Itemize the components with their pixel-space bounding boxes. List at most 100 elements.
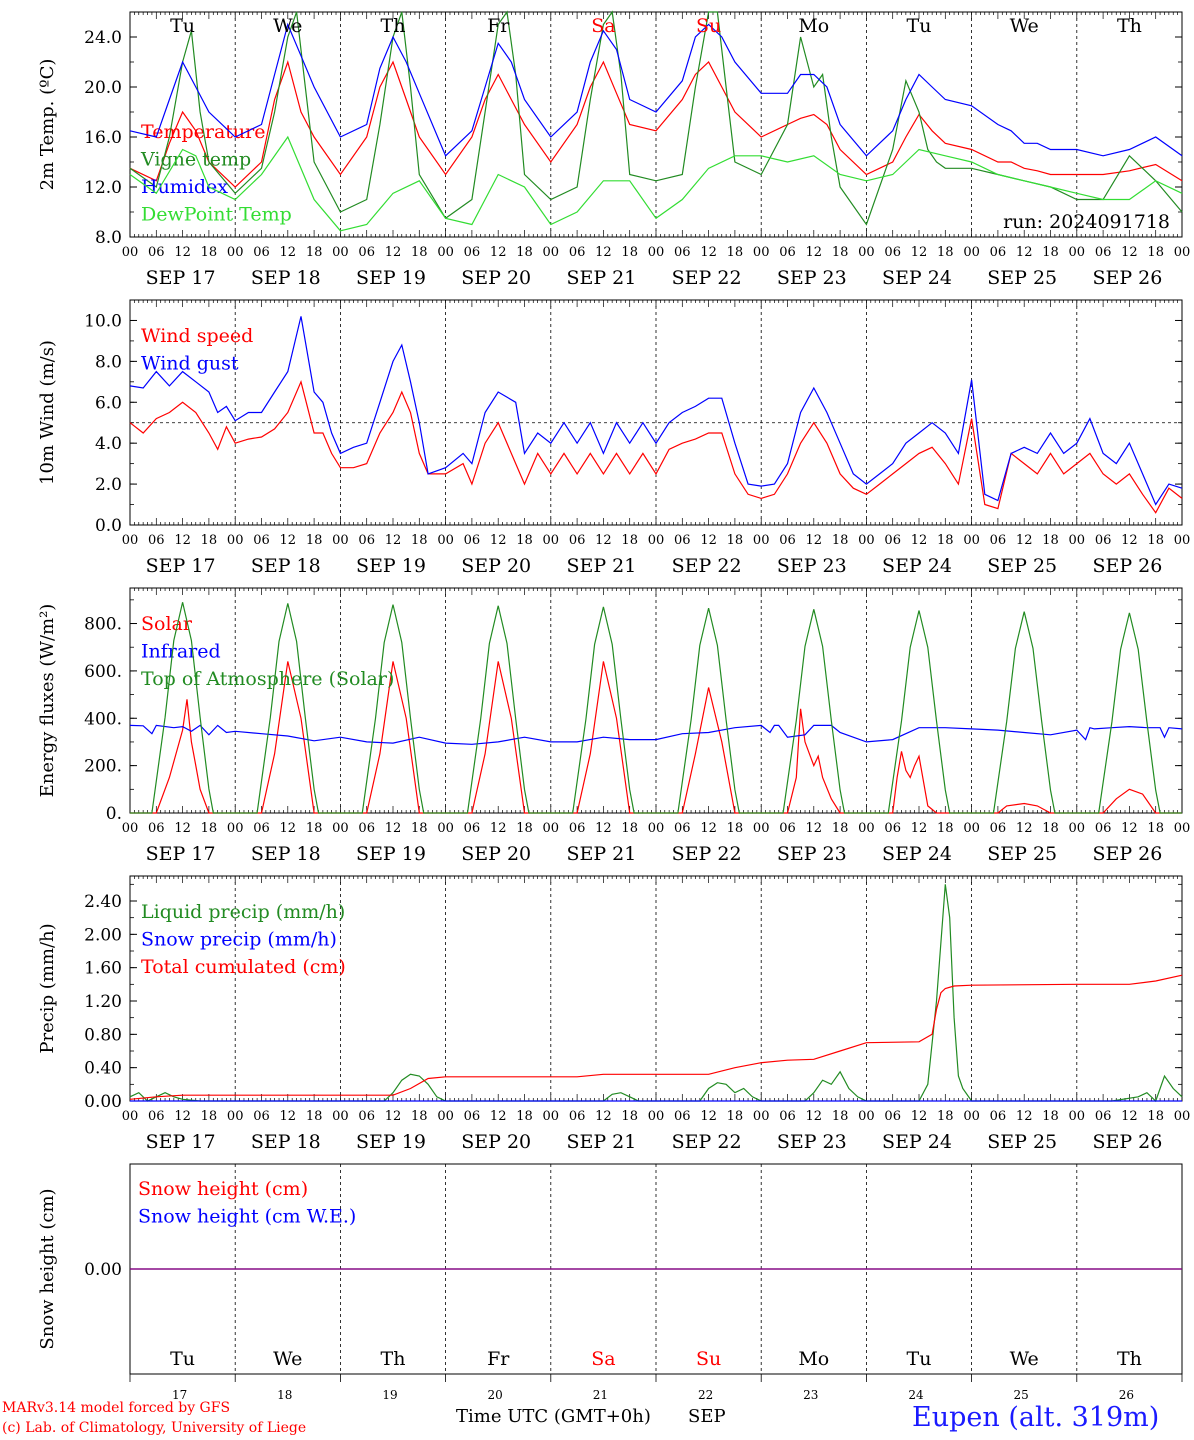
hour-label: 18	[621, 821, 638, 836]
hour-label: 00	[1069, 821, 1086, 836]
hour-label: 12	[174, 821, 191, 836]
hour-label: 06	[884, 1109, 901, 1124]
legend-entry: Snow height (cm W.E.)	[138, 1206, 356, 1228]
series-line-dewpoint-temp	[129, 135, 1183, 232]
y-tick-label: 16.0	[84, 128, 122, 148]
hour-label: 18	[621, 533, 638, 548]
hour-label: 06	[569, 245, 586, 260]
hour-label: 18	[727, 533, 744, 548]
hour-label: 12	[806, 1109, 823, 1124]
y-axis-label: 10m Wind (m/s)	[37, 340, 58, 485]
hour-label: 00	[227, 1109, 244, 1124]
panel-4: 0.00 0.40 0.80 1.20 1.60 2.00 2.40 Precip (mm/h…	[37, 875, 1190, 1153]
day-number-label: 20	[488, 1388, 503, 1402]
y-tick-label: 8.0	[95, 352, 122, 372]
hour-label: 18	[201, 245, 218, 260]
y-axis-label: Energy fluxes (W/m²)	[37, 604, 58, 798]
hour-label: 00	[122, 821, 139, 836]
panel-3: 0. 200. 400. 600. 800. Energy fluxes (W/m²) So…	[37, 587, 1190, 865]
hour-label: 06	[674, 821, 691, 836]
hour-label: 00	[753, 533, 770, 548]
hour-label: 06	[884, 245, 901, 260]
hour-label: 12	[806, 533, 823, 548]
hour-label: 18	[832, 821, 849, 836]
day-number-label: 19	[382, 1388, 397, 1402]
date-label: SEP 25	[987, 555, 1057, 577]
hour-label: 18	[832, 533, 849, 548]
legend-entry: Wind gust	[141, 353, 239, 375]
hour-label: 06	[1095, 245, 1112, 260]
series-line-vigne-temp	[129, 10, 1183, 226]
hour-label: 06	[569, 533, 586, 548]
hour-label: 12	[280, 245, 297, 260]
hour-label: 06	[569, 1109, 586, 1124]
weekday-label: Mo	[798, 1348, 829, 1370]
date-label: SEP 20	[461, 1131, 531, 1153]
y-tick-label: 0.	[106, 804, 122, 824]
hour-label: 06	[148, 1109, 165, 1124]
hour-label: 18	[1042, 245, 1059, 260]
legend-entry: Snow precip (mm/h)	[141, 929, 337, 951]
date-label: SEP 24	[882, 843, 952, 865]
date-label: SEP 18	[251, 267, 321, 289]
y-tick-label: 10.0	[84, 311, 122, 331]
weekday-label: Th	[1117, 1348, 1142, 1370]
hour-label: 18	[937, 533, 954, 548]
y-tick-label: 1.60	[84, 959, 122, 979]
legend-entry: Vigne temp	[140, 149, 251, 171]
weekday-label: Th	[381, 15, 406, 37]
date-label: SEP 26	[1092, 267, 1162, 289]
hour-label: 06	[464, 533, 481, 548]
hour-label: 00	[332, 821, 349, 836]
hour-label: 00	[227, 245, 244, 260]
hour-label: 18	[1147, 821, 1164, 836]
hour-label: 06	[464, 821, 481, 836]
hour-label: 06	[358, 245, 375, 260]
hour-label: 00	[963, 533, 980, 548]
legend-entry: DewPoint Temp	[141, 204, 292, 226]
hour-label: 12	[174, 1109, 191, 1124]
hour-label: 18	[727, 821, 744, 836]
hour-label: 18	[937, 821, 954, 836]
hour-label: 06	[674, 533, 691, 548]
y-tick-label: 0.00	[84, 1092, 122, 1112]
hour-label: 18	[621, 245, 638, 260]
hour-label: 18	[411, 533, 428, 548]
weekday-label: Fr	[487, 1348, 510, 1370]
hour-label: 18	[411, 245, 428, 260]
hour-label: 00	[543, 533, 560, 548]
y-tick-label: 0.0	[95, 516, 122, 536]
date-label: SEP 17	[146, 843, 216, 865]
time-axis-label: Time UTC (GMT+0h)	[456, 1406, 651, 1427]
hour-label: 00	[437, 245, 454, 260]
hour-label: 00	[858, 533, 875, 548]
hour-label: 12	[911, 245, 928, 260]
hour-label: 12	[1121, 1109, 1138, 1124]
hour-label: 12	[1121, 245, 1138, 260]
hour-label: 18	[306, 245, 323, 260]
hour-label: 12	[700, 533, 717, 548]
hour-label: 06	[779, 533, 796, 548]
y-tick-label: 0.80	[84, 1025, 122, 1045]
date-label: SEP 18	[251, 555, 321, 577]
hour-label: 18	[1147, 1109, 1164, 1124]
hour-label: 00	[858, 1109, 875, 1124]
weekday-label: Tu	[907, 1348, 932, 1370]
hour-label: 00	[227, 533, 244, 548]
hour-label: 18	[1042, 1109, 1059, 1124]
weekday-label: We	[1010, 15, 1039, 37]
hour-label: 00	[753, 821, 770, 836]
hour-label: 12	[806, 821, 823, 836]
y-tick-label: 600.	[84, 662, 122, 682]
hour-label: 06	[148, 821, 165, 836]
weekday-label: Mo	[798, 15, 829, 37]
weekday-label: We	[273, 1348, 302, 1370]
day-number-label: 22	[698, 1388, 713, 1402]
date-label: SEP 19	[356, 555, 426, 577]
weekday-label: We	[1010, 1348, 1039, 1370]
legend-entry: Total cumulated (cm)	[141, 956, 346, 978]
date-label: SEP 25	[987, 267, 1057, 289]
date-label: SEP 22	[672, 555, 742, 577]
date-label: SEP 26	[1092, 1131, 1162, 1153]
hour-label: 06	[358, 533, 375, 548]
